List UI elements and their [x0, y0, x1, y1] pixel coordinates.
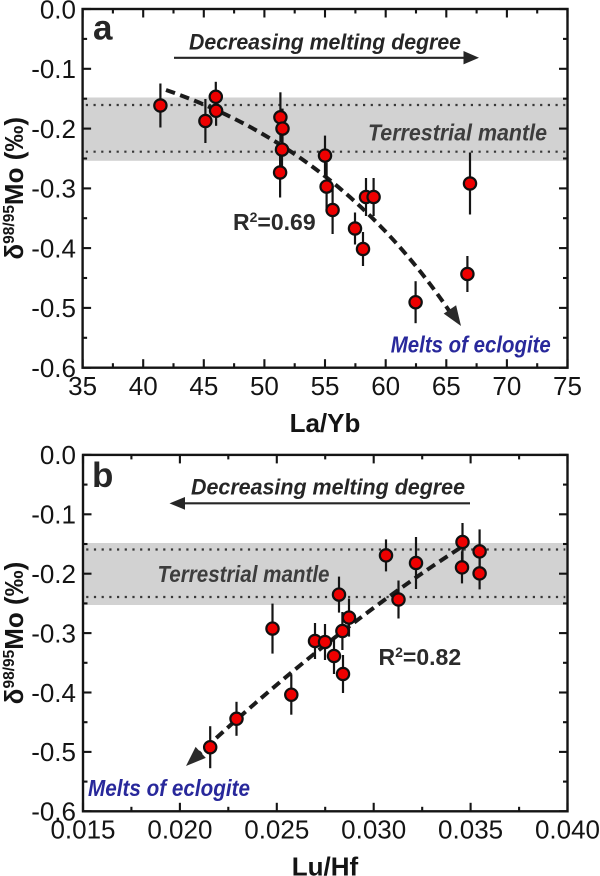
svg-text:65: 65 [432, 371, 461, 401]
svg-text:0.0: 0.0 [40, 0, 76, 24]
svg-text:Decreasing melting degree: Decreasing melting degree [191, 475, 465, 500]
svg-text:-0.3: -0.3 [31, 618, 76, 648]
svg-text:R2=0.82: R2=0.82 [379, 644, 462, 670]
svg-text:0.040: 0.040 [535, 815, 600, 845]
svg-text:60: 60 [371, 371, 400, 401]
svg-text:a: a [93, 9, 113, 48]
svg-text:0.030: 0.030 [341, 815, 406, 845]
svg-text:-0.2: -0.2 [31, 114, 76, 144]
svg-text:0.0: 0.0 [40, 440, 76, 470]
svg-text:Lu/Hf: Lu/Hf [292, 852, 359, 876]
svg-text:35: 35 [68, 371, 97, 401]
svg-text:0.020: 0.020 [147, 815, 212, 845]
svg-text:-0.1: -0.1 [31, 500, 76, 530]
svg-text:Terrestrial mantle: Terrestrial mantle [158, 561, 330, 587]
svg-text:Melts of eclogite: Melts of eclogite [391, 332, 551, 358]
svg-text:-0.3: -0.3 [31, 174, 76, 204]
svg-text:Terrestrial mantle: Terrestrial mantle [368, 120, 547, 146]
svg-text:-0.6: -0.6 [31, 797, 76, 827]
svg-text:0.015: 0.015 [50, 815, 115, 845]
svg-text:R2=0.69: R2=0.69 [233, 209, 316, 235]
svg-text:b: b [92, 456, 113, 495]
svg-text:La/Yb: La/Yb [290, 408, 361, 438]
svg-text:-0.6: -0.6 [31, 353, 76, 383]
svg-text:-0.4: -0.4 [31, 233, 76, 263]
svg-text:-0.2: -0.2 [31, 559, 76, 589]
svg-text:δ98/95Mo (‰): δ98/95Mo (‰) [0, 117, 29, 260]
svg-text:45: 45 [189, 371, 218, 401]
svg-text:Melts of eclogite: Melts of eclogite [88, 775, 250, 801]
svg-text:55: 55 [311, 371, 340, 401]
svg-text:50: 50 [250, 371, 279, 401]
svg-text:Decreasing melting degree: Decreasing melting degree [189, 30, 461, 55]
svg-text:70: 70 [492, 371, 521, 401]
svg-text:-0.4: -0.4 [31, 678, 76, 708]
svg-text:0.035: 0.035 [438, 815, 503, 845]
svg-text:-0.5: -0.5 [31, 293, 76, 323]
svg-text:40: 40 [129, 371, 158, 401]
svg-text:75: 75 [553, 371, 582, 401]
svg-text:-0.5: -0.5 [31, 737, 76, 767]
svg-text:0.025: 0.025 [244, 815, 309, 845]
svg-text:-0.1: -0.1 [31, 54, 76, 84]
